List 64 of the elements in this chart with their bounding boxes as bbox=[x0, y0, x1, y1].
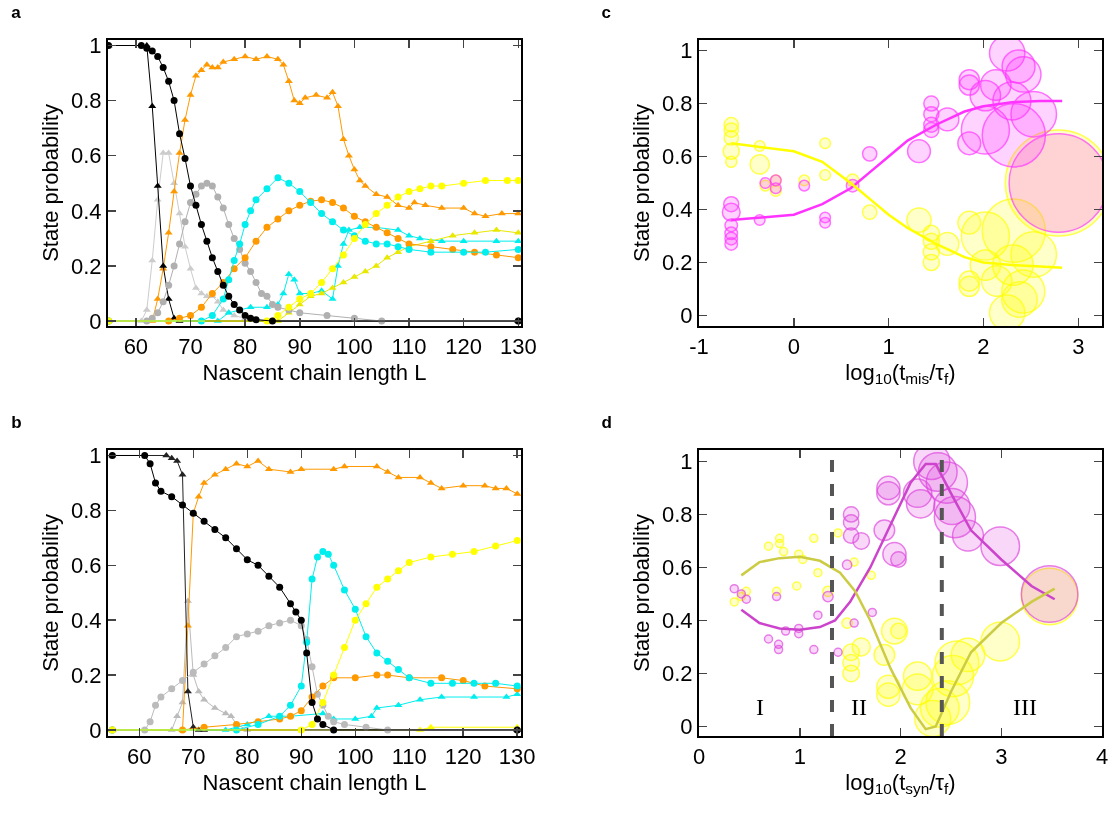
x-axis-title: log$_{10}$(t$_{mis}$/τ$_{f}$) bbox=[845, 359, 956, 388]
y-tick-label: 0.2 bbox=[71, 662, 102, 688]
x-axis-title: log$_{10}$(t$_{syn}$/τ$_{f}$) bbox=[845, 769, 956, 798]
y-tick-label: 0.2 bbox=[71, 253, 102, 279]
x-tick-label: 70 bbox=[178, 334, 203, 360]
x-tick-label: 80 bbox=[235, 744, 260, 770]
x-tick-label: 2 bbox=[894, 744, 907, 770]
y-tick-label: 0.6 bbox=[662, 555, 693, 581]
y-tick-label: 0.8 bbox=[662, 502, 693, 528]
y-tick-label: 0.8 bbox=[71, 498, 102, 524]
x-tick-label: 90 bbox=[287, 334, 312, 360]
x-tick-label: 3 bbox=[995, 744, 1008, 770]
y-tick-label: 0 bbox=[680, 303, 693, 329]
annotation: III bbox=[1013, 694, 1037, 720]
y-tick-label: 0.4 bbox=[662, 608, 693, 634]
x-tick-label: 3 bbox=[1072, 334, 1085, 360]
x-tick-label: 70 bbox=[181, 744, 206, 770]
y-tick-label: 0.2 bbox=[662, 661, 693, 687]
y-tick-label: 1 bbox=[89, 33, 102, 59]
y-tick-label: 0.2 bbox=[662, 250, 693, 276]
y-tick-label: 1 bbox=[89, 443, 102, 469]
x-tick-label: 120 bbox=[445, 334, 482, 360]
x-tick-label: 100 bbox=[336, 744, 374, 770]
x-tick-label: 110 bbox=[391, 744, 427, 770]
x-tick-label: -1 bbox=[689, 334, 709, 360]
y-tick-label: 0.4 bbox=[71, 607, 102, 633]
y-tick-label: 0.6 bbox=[71, 552, 102, 578]
y-tick-label: 0 bbox=[89, 717, 102, 743]
x-tick-label: 60 bbox=[123, 334, 149, 360]
y-axis-title: State probability bbox=[629, 104, 655, 262]
y-axis-title: State probability bbox=[38, 104, 64, 262]
x-tick-label: 130 bbox=[499, 334, 537, 360]
chart-title: b bbox=[11, 413, 22, 433]
y-tick-label: 0.4 bbox=[71, 198, 102, 224]
x-tick-label: 130 bbox=[498, 744, 536, 770]
annotation: I bbox=[756, 694, 764, 720]
y-axis-title: State probability bbox=[38, 514, 64, 672]
y-axis-title: State probability bbox=[629, 514, 655, 672]
x-tick-label: 4 bbox=[1095, 744, 1109, 770]
x-tick-label: 1 bbox=[793, 744, 806, 770]
x-tick-label: 1 bbox=[882, 334, 895, 360]
y-tick-label: 1 bbox=[680, 449, 693, 475]
annotation: II bbox=[851, 694, 867, 720]
x-axis-title: Nascent chain length L bbox=[202, 359, 427, 385]
x-tick-label: 60 bbox=[127, 744, 152, 770]
y-tick-label: 0.6 bbox=[662, 144, 693, 170]
x-tick-label: 80 bbox=[232, 334, 258, 360]
chart-title: a bbox=[11, 3, 22, 23]
x-tick-label: 110 bbox=[391, 334, 427, 360]
y-tick-label: 0 bbox=[680, 714, 693, 740]
y-tick-label: 0.4 bbox=[662, 197, 693, 223]
x-tick-label: 0 bbox=[787, 334, 800, 360]
y-tick-label: 0.8 bbox=[71, 88, 102, 114]
chart-title: c bbox=[601, 3, 612, 23]
chart-title: d bbox=[601, 413, 612, 433]
x-tick-label: 100 bbox=[336, 334, 373, 360]
x-tick-label: 2 bbox=[977, 334, 990, 360]
x-tick-label: 90 bbox=[289, 744, 314, 770]
y-tick-label: 0 bbox=[89, 308, 102, 334]
x-axis-title: Nascent chain length L bbox=[202, 769, 427, 795]
y-tick-label: 1 bbox=[680, 38, 693, 64]
x-tick-label: 120 bbox=[444, 744, 482, 770]
y-tick-label: 0.8 bbox=[662, 91, 693, 117]
y-tick-label: 0.6 bbox=[71, 143, 102, 169]
